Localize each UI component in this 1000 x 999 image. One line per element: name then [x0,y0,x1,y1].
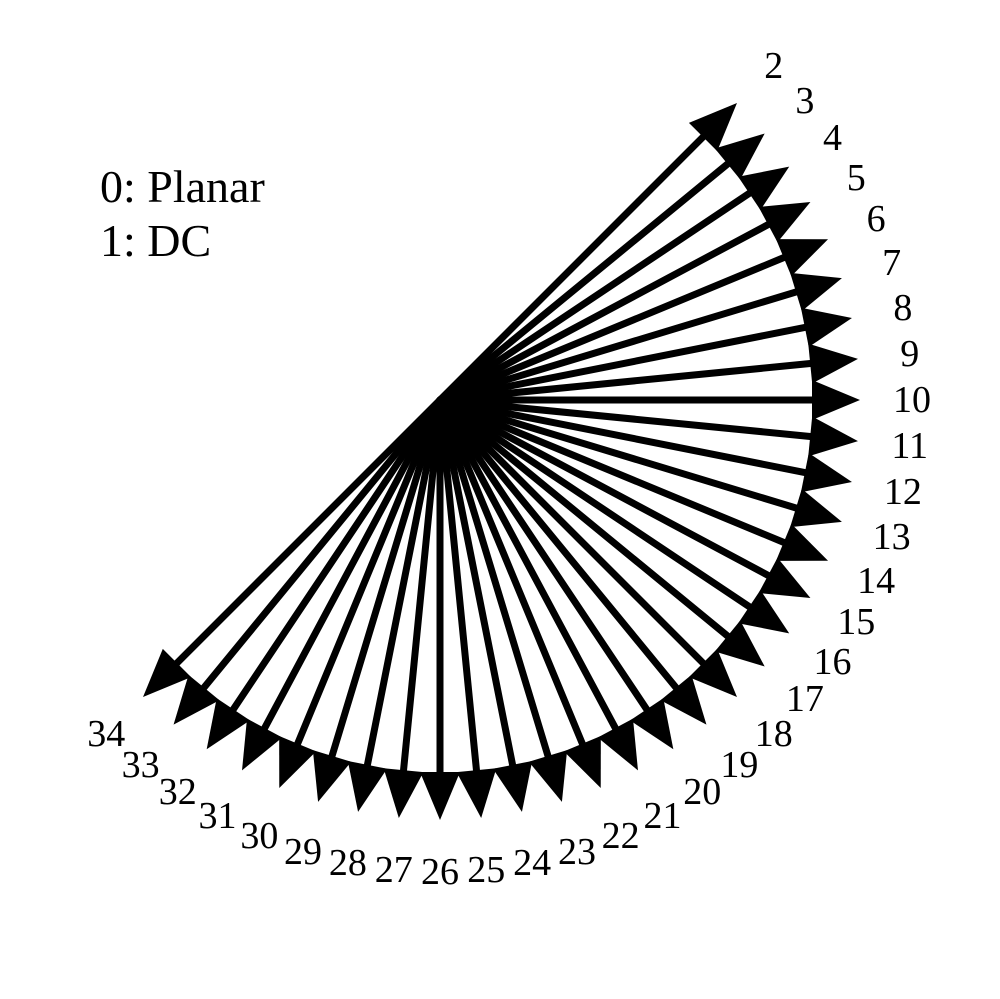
arrow-head-29 [313,750,351,802]
mode-label-21: 21 [643,794,681,838]
mode-label-5: 5 [847,156,866,200]
mode-label-26: 26 [421,850,459,894]
arrow-head-11 [808,417,858,457]
arrow-shaft-3 [440,164,728,400]
mode-label-6: 6 [867,197,886,241]
arrow-shaft-33 [204,400,440,688]
legend-block: 0: Planar 1: DC [100,160,265,268]
mode-label-34: 34 [87,712,125,756]
mode-label-7: 7 [882,241,901,285]
arrow-head-6 [776,239,828,276]
arrow-head-14 [776,524,828,561]
arrow-head-7 [790,273,842,311]
mode-label-8: 8 [893,286,912,330]
legend-line-1: 1: DC [100,214,265,268]
arrow-head-16 [738,590,789,633]
mode-label-19: 19 [720,743,758,787]
mode-label-30: 30 [240,814,278,858]
arrow-shaft-30 [298,400,440,744]
mode-label-18: 18 [755,712,793,756]
mode-label-13: 13 [873,515,911,559]
arrow-shaft-6 [440,258,784,400]
arrow-head-12 [801,453,852,492]
mode-label-31: 31 [199,794,237,838]
mode-label-22: 22 [602,814,640,858]
arrow-head-23 [529,750,567,802]
diagram-container: 0: Planar 1: DC 234567891011121314151617… [0,0,1000,999]
arrow-head-28 [348,761,387,812]
arrow-head-24 [493,761,532,812]
mode-label-25: 25 [467,848,505,892]
mode-label-9: 9 [900,332,919,376]
mode-label-4: 4 [823,116,842,160]
arrow-head-10 [812,380,860,420]
mode-label-15: 15 [837,600,875,644]
arrow-head-4 [738,167,789,210]
mode-label-32: 32 [159,770,197,814]
arrow-head-13 [790,489,842,527]
mode-label-14: 14 [857,559,895,603]
arrow-head-22 [564,736,601,788]
mode-label-3: 3 [795,79,814,123]
mode-label-33: 33 [122,743,160,787]
arrow-head-27 [384,768,424,818]
mode-label-29: 29 [284,830,322,874]
mode-label-12: 12 [884,470,922,514]
arrow-head-20 [630,698,673,749]
mode-label-27: 27 [375,848,413,892]
mode-label-11: 11 [891,424,928,468]
arrow-head-30 [279,736,316,788]
arrow-head-32 [207,698,250,749]
arrow-head-8 [801,308,852,347]
mode-label-23: 23 [558,830,596,874]
legend-line-0: 0: Planar [100,160,265,214]
mode-label-20: 20 [683,770,721,814]
arrow-head-25 [457,768,497,818]
arrow-head-9 [808,344,858,384]
mode-label-10: 10 [893,378,931,422]
arrow-head-26 [420,772,460,820]
mode-label-28: 28 [329,841,367,885]
mode-label-24: 24 [513,841,551,885]
mode-label-2: 2 [764,44,783,88]
